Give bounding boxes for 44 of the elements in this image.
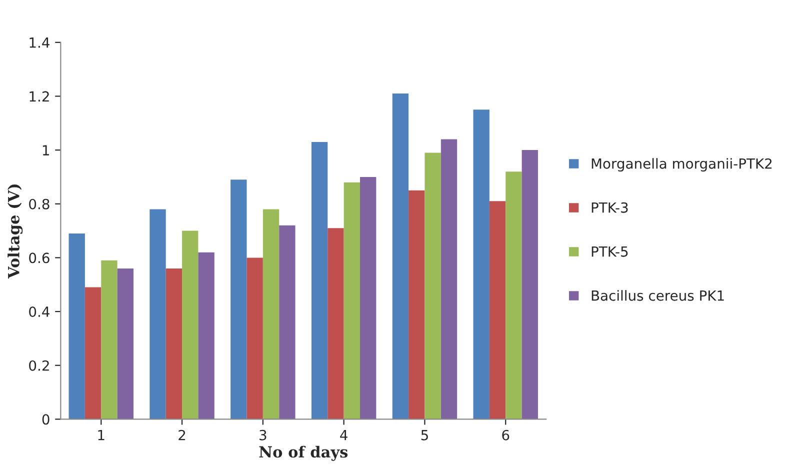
bar bbox=[262, 209, 280, 420]
legend-label: PTK-3 bbox=[592, 202, 628, 213]
bar bbox=[392, 94, 409, 420]
legend-label: Morganella morganii-PTK2 bbox=[592, 158, 772, 172]
y-axis-title: Voltage (V) bbox=[8, 184, 23, 279]
bar bbox=[424, 152, 441, 420]
bar bbox=[84, 287, 102, 420]
bar bbox=[230, 180, 247, 420]
bar bbox=[473, 110, 490, 420]
bar bbox=[311, 142, 328, 420]
bar bbox=[489, 201, 506, 420]
y-tick-label: 0.4 bbox=[29, 306, 50, 318]
bar bbox=[344, 182, 360, 420]
y-tick-label: 1.2 bbox=[30, 91, 49, 102]
x-tick-label: 2 bbox=[178, 430, 186, 440]
bar bbox=[166, 268, 182, 420]
bar bbox=[182, 230, 198, 420]
x-tick-label: 3 bbox=[260, 430, 266, 440]
legend-label: PTK-5 bbox=[592, 246, 628, 257]
bar bbox=[328, 228, 344, 420]
bar bbox=[68, 233, 85, 420]
bar bbox=[117, 268, 134, 420]
bar bbox=[198, 252, 214, 420]
y-tick-label: 0.2 bbox=[29, 360, 49, 371]
y-tick-label: 0.8 bbox=[29, 198, 50, 210]
x-tick-label: 5 bbox=[421, 430, 428, 440]
x-tick-label: 4 bbox=[340, 430, 348, 440]
y-tick-label: 1 bbox=[42, 145, 49, 156]
bar bbox=[522, 150, 538, 420]
y-tick-label: 1.4 bbox=[30, 38, 50, 48]
bar bbox=[440, 139, 458, 420]
legend-label: Bacillus cereus PK1 bbox=[592, 290, 724, 301]
x-tick-label: 1 bbox=[98, 430, 104, 440]
bar bbox=[408, 190, 425, 420]
y-tick-label: 0.6 bbox=[29, 252, 50, 264]
x-axis-title: No of days bbox=[259, 446, 348, 461]
bar bbox=[101, 260, 118, 420]
bar bbox=[506, 172, 522, 420]
bar bbox=[360, 176, 376, 420]
bar bbox=[279, 225, 296, 420]
y-tick-label: 0 bbox=[42, 414, 50, 425]
bar bbox=[246, 258, 263, 420]
x-tick-label: 6 bbox=[502, 430, 510, 440]
bar bbox=[150, 209, 166, 420]
